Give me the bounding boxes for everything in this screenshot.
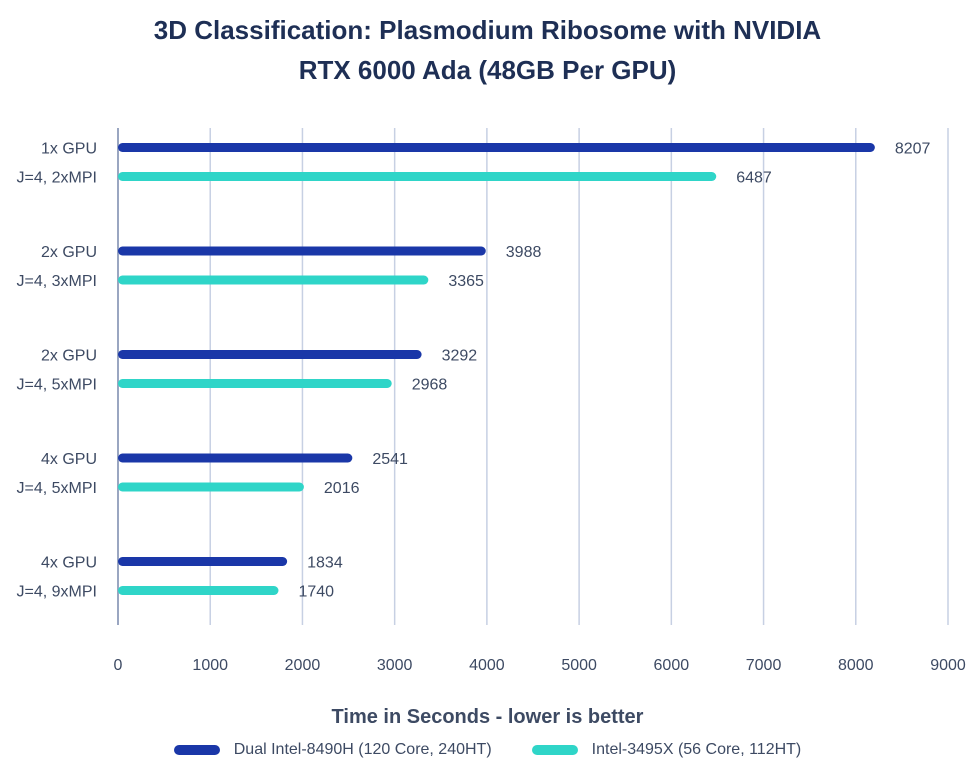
- bar-value-label: 3988: [506, 244, 542, 261]
- category-label: J=4, 2xMPI: [17, 170, 97, 187]
- bar-value-label: 6487: [736, 170, 772, 187]
- category-label: J=4, 9xMPI: [17, 584, 97, 601]
- bar: [118, 350, 422, 359]
- bar-value-label: 3365: [448, 273, 484, 290]
- category-label: J=4, 5xMPI: [17, 480, 97, 497]
- x-axis-label: Time in Seconds - lower is better: [331, 706, 644, 728]
- bar: [118, 275, 429, 285]
- category-label: 2x GPU: [41, 348, 97, 365]
- bar-value-label: 1740: [298, 584, 334, 601]
- x-tick-label: 8000: [838, 657, 874, 674]
- category-label: J=4, 5xMPI: [17, 377, 97, 394]
- category-label: 4x GPU: [41, 555, 97, 572]
- bar-value-label: 2016: [324, 480, 360, 497]
- bar: [118, 557, 288, 566]
- x-tick-label: 5000: [561, 657, 597, 674]
- x-tick-label: 2000: [285, 657, 321, 674]
- category-label: 1x GPU: [41, 141, 97, 158]
- category-label: J=4, 3xMPI: [17, 273, 97, 290]
- x-tick-label: 7000: [746, 657, 782, 674]
- bar: [118, 586, 279, 595]
- category-label: 2x GPU: [41, 244, 97, 261]
- chart-title: 3D Classification: Plasmodium Ribosome w…: [0, 10, 975, 90]
- legend: Dual Intel-8490H (120 Core, 240HT) Intel…: [0, 741, 975, 759]
- bar: [118, 379, 392, 388]
- legend-item-series-1: Dual Intel-8490H (120 Core, 240HT): [173, 741, 492, 759]
- chart-title-line-1: 3D Classification: Plasmodium Ribosome w…: [153, 15, 822, 45]
- bar-value-label: 8207: [895, 141, 931, 158]
- legend-swatch-series-1: [173, 745, 220, 755]
- x-tick-label: 3000: [377, 657, 413, 674]
- legend-swatch-series-2: [531, 745, 578, 755]
- bar-value-label: 3292: [442, 348, 478, 365]
- bar-value-label: 1834: [307, 555, 343, 572]
- x-tick-label: 0: [114, 657, 123, 674]
- bar: [118, 143, 875, 152]
- x-tick-label: 9000: [930, 657, 966, 674]
- legend-item-series-2: Intel-3495X (56 Core, 112HT): [531, 741, 802, 759]
- bar: [118, 172, 717, 181]
- x-tick-label: 1000: [192, 657, 228, 674]
- bar-chart: 0 1000 2000 3000 4000 5000 6000 7000 8000 9000 1x …: [17, 128, 966, 674]
- bar: [118, 453, 353, 463]
- bar-value-label: 2968: [412, 377, 448, 394]
- x-tick-label: 6000: [654, 657, 690, 674]
- bar: [118, 246, 486, 256]
- legend-label-series-1: Dual Intel-8490H (120 Core, 240HT): [233, 741, 492, 758]
- legend-label-series-2: Intel-3495X (56 Core, 112HT): [591, 741, 802, 758]
- chart-title-line-2: RTX 6000 Ada (48GB Per GPU): [298, 55, 677, 85]
- x-tick-label: 4000: [469, 657, 505, 674]
- bar: [118, 482, 304, 492]
- bar-value-label: 2541: [372, 451, 408, 468]
- category-label: 4x GPU: [41, 451, 97, 468]
